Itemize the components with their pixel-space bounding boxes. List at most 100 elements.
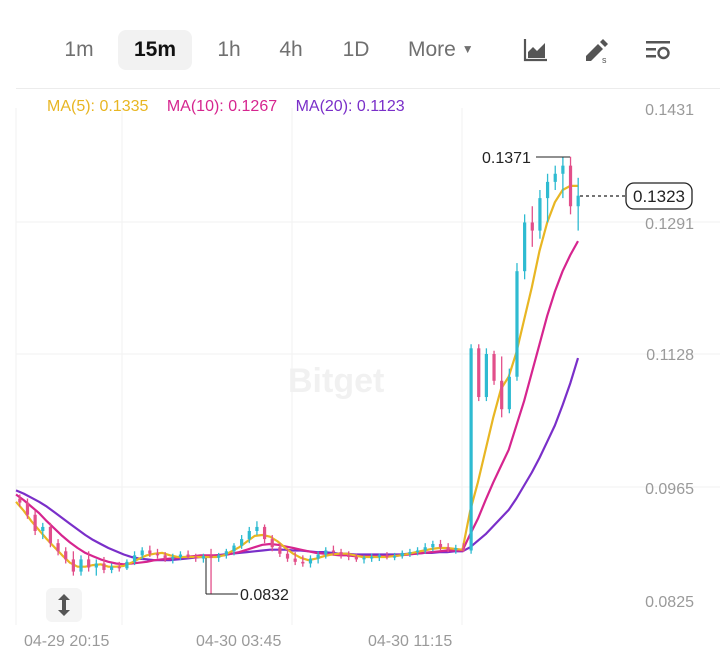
ma-lines xyxy=(15,184,580,568)
candle-body xyxy=(400,552,404,557)
timeframe-15m[interactable]: 15m xyxy=(118,30,192,70)
candle-body xyxy=(308,558,313,564)
candle-body xyxy=(500,380,504,410)
candle-body xyxy=(446,547,450,550)
candle-body xyxy=(423,547,427,551)
candles xyxy=(18,156,580,595)
candle-body xyxy=(217,555,221,558)
candle-body xyxy=(362,557,366,560)
candle-body xyxy=(186,554,190,557)
candle-body xyxy=(438,543,443,548)
ma5-legend: MA(5): 0.1335 xyxy=(47,98,149,115)
candle-body xyxy=(171,556,175,559)
toolbar-divider xyxy=(16,88,720,89)
candle-body xyxy=(255,526,259,531)
last-price-label: 0.1323 xyxy=(633,187,685,206)
watermark-logo: Bitget xyxy=(288,362,384,400)
timeframe-toolbar: 1m 15m 1h 4h 1D More ▼ s xyxy=(0,0,720,88)
candle-body xyxy=(354,556,358,560)
more-timeframes-button[interactable]: More ▼ xyxy=(408,30,474,70)
svg-text:s: s xyxy=(602,55,607,64)
candle-body xyxy=(224,551,228,556)
high-annotation-label: 0.1371 xyxy=(482,150,531,167)
candle-body xyxy=(492,354,496,381)
candle-body xyxy=(240,539,244,546)
y-axis: 0.1431 0.1291 0.1128 0.0965 0.0825 xyxy=(645,102,694,611)
candle-body xyxy=(140,550,144,556)
candle-body xyxy=(415,550,420,553)
candle-body xyxy=(393,556,397,558)
ma10-line xyxy=(15,240,579,566)
chart-grid xyxy=(15,108,720,625)
candle-body xyxy=(515,271,519,377)
candle-body xyxy=(324,550,328,555)
drawing-tools-icon[interactable]: s xyxy=(582,36,610,64)
candle-body xyxy=(163,555,167,559)
candle-body xyxy=(56,543,60,552)
candle-body xyxy=(41,526,45,531)
candle-body xyxy=(301,561,305,564)
timeframe-1h[interactable]: 1h xyxy=(217,38,241,61)
caret-down-icon: ▼ xyxy=(461,42,474,56)
candle-body xyxy=(461,548,466,551)
candle-body xyxy=(408,552,412,554)
low-annotation-label: 0.0832 xyxy=(240,587,289,604)
candle-body xyxy=(132,555,137,562)
candle-body xyxy=(293,558,297,562)
resize-chart-button[interactable] xyxy=(46,588,82,622)
y-tick-label: 0.1291 xyxy=(645,216,694,233)
candle-body xyxy=(545,181,550,199)
candle-body xyxy=(538,198,542,231)
candle-body xyxy=(553,173,557,182)
timeframe-1m[interactable]: 1m xyxy=(64,38,94,61)
indicator-settings-icon[interactable] xyxy=(644,36,672,64)
candle-body xyxy=(431,543,435,548)
candle-body xyxy=(561,165,565,174)
timeframe-4h[interactable]: 4h xyxy=(279,38,303,61)
candle-body xyxy=(102,563,106,570)
candle-body xyxy=(316,554,320,559)
candle-body xyxy=(25,502,30,515)
candle-body xyxy=(262,526,267,540)
candle-body xyxy=(117,566,121,569)
candle-body xyxy=(201,556,205,559)
x-tick-label: 04-30 03:45 xyxy=(196,633,282,650)
candle-body xyxy=(48,526,53,544)
candle-body xyxy=(477,348,481,398)
candle-body xyxy=(87,559,91,568)
candle-body xyxy=(523,222,527,272)
ma20-legend: MA(20): 0.1123 xyxy=(295,98,405,115)
candle-body xyxy=(484,354,488,398)
ma5-line xyxy=(15,184,578,568)
candle-body xyxy=(270,539,274,548)
candle-body xyxy=(331,550,336,553)
candle-body xyxy=(377,555,381,557)
y-tick-label: 0.1128 xyxy=(646,347,694,364)
y-tick-label: 0.1431 xyxy=(645,102,694,119)
candle-body xyxy=(530,222,534,231)
candle-body xyxy=(94,563,98,568)
candle-body xyxy=(285,553,290,559)
candle-body xyxy=(209,556,213,558)
y-tick-label: 0.0825 xyxy=(645,594,694,611)
candle-body xyxy=(33,514,37,531)
candle-body xyxy=(18,498,22,503)
candle-body xyxy=(339,552,343,556)
x-tick-label: 04-30 11:15 xyxy=(368,633,452,650)
ma-legend: MA(5): 0.1335 MA(10): 0.1267 MA(20): 0.1… xyxy=(47,98,419,116)
ma10-legend: MA(10): 0.1267 xyxy=(166,98,278,115)
candle-body xyxy=(79,559,83,572)
candle-body xyxy=(232,545,236,552)
candle-body xyxy=(178,554,183,557)
last-price-tag xyxy=(625,182,693,210)
candle-body xyxy=(64,551,68,560)
chart-type-icon[interactable] xyxy=(522,36,550,64)
x-tick-label: 04-29 20:15 xyxy=(24,633,110,650)
candle-body xyxy=(278,547,282,554)
timeframe-1d[interactable]: 1D xyxy=(342,38,370,61)
candle-body xyxy=(454,548,458,550)
y-tick-label: 0.0965 xyxy=(645,481,694,498)
candle-body xyxy=(469,348,473,551)
candle-body xyxy=(568,165,573,207)
